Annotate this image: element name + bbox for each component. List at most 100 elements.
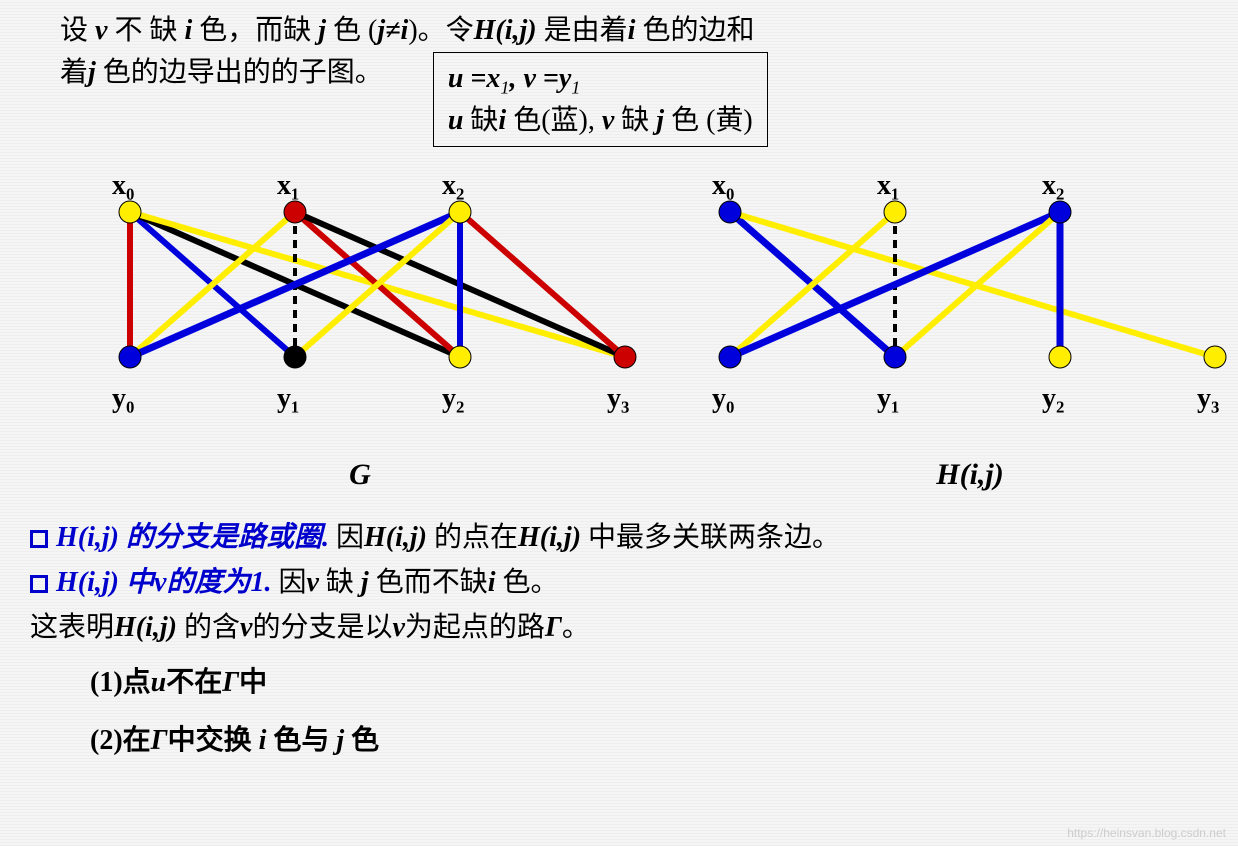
node-label: y₃ xyxy=(607,383,629,414)
v: v xyxy=(392,612,404,643)
jnei: j≠i xyxy=(377,15,408,46)
node-label: y₁ xyxy=(877,383,899,414)
i: i xyxy=(488,567,496,598)
node-label: x₀ xyxy=(112,170,134,201)
node xyxy=(449,346,471,368)
x: x xyxy=(486,63,500,94)
txt: 色 xyxy=(344,725,379,756)
txt: 。 xyxy=(562,612,590,643)
v: v xyxy=(240,612,252,643)
node-label: x₁ xyxy=(277,170,299,201)
bullet1-blue: H(i,j) 的分支是路或圈. xyxy=(56,522,329,553)
node-label: x₀ xyxy=(712,170,734,201)
node-label: y₂ xyxy=(1042,383,1064,414)
u: u xyxy=(448,105,464,136)
txt: 色而不缺 xyxy=(369,567,488,598)
txt: )。令 xyxy=(408,15,473,46)
edge xyxy=(730,212,1215,357)
txt: 因 xyxy=(271,567,306,598)
graph-h-svg: x₀ x₁ x₂ y₀ y₁ y₂ y₃ xyxy=(690,167,1238,447)
Hij: H(i,j) xyxy=(114,612,177,643)
node xyxy=(284,201,306,223)
node-label: x₂ xyxy=(1042,170,1064,201)
graph-g: x₀ x₁ x₂ y₀ y₁ y₂ y₃ G xyxy=(70,167,650,492)
txt: 是由着 xyxy=(537,15,628,46)
node-label: y₀ xyxy=(112,383,134,414)
Hij: H(i,j) xyxy=(364,522,427,553)
node-label: x₂ xyxy=(442,170,464,201)
edge xyxy=(895,212,1060,357)
node xyxy=(884,201,906,223)
j: j xyxy=(656,105,664,136)
y: y xyxy=(559,63,571,94)
sub: 1 xyxy=(571,78,580,98)
txt: 设 xyxy=(60,15,95,46)
var-j: j xyxy=(318,15,326,46)
eq: = xyxy=(463,63,486,94)
txt: 色与 xyxy=(266,725,336,756)
graph-g-svg: x₀ x₁ x₂ y₀ y₁ y₂ y₃ xyxy=(70,167,650,447)
node-label: x₁ xyxy=(877,170,899,201)
comma: , xyxy=(509,63,523,94)
watermark: https://heinsvan.blog.csdn.net xyxy=(1067,826,1226,840)
item2: (2)在 xyxy=(90,725,151,756)
node xyxy=(719,346,741,368)
v: v xyxy=(602,105,614,136)
txt: 不 缺 xyxy=(107,15,184,46)
txt: 中 xyxy=(239,667,267,698)
txt: 中交换 xyxy=(168,725,259,756)
txt: 着 xyxy=(60,57,88,88)
node-label: y₁ xyxy=(277,383,299,414)
bullet-icon xyxy=(30,575,48,593)
txt: 缺 xyxy=(319,567,361,598)
item1: (1)点 xyxy=(90,667,151,698)
node xyxy=(449,201,471,223)
node xyxy=(719,201,741,223)
txt: 色。 xyxy=(496,567,559,598)
node xyxy=(1049,201,1071,223)
node xyxy=(1049,346,1071,368)
txt: 因 xyxy=(329,522,364,553)
header-text: 设 v 不 缺 i 色，而缺 j 色 (j≠i)。令H(i,j) 是由着i 色的… xyxy=(20,10,1200,147)
j: j xyxy=(336,725,344,756)
gamma: Γ xyxy=(222,667,239,698)
txt: 色的边导出的的子图。 xyxy=(96,57,383,88)
j: j xyxy=(361,567,369,598)
node-label: y₃ xyxy=(1197,383,1219,414)
info-box: u =x1, v =y1 u 缺i 色(蓝), v 缺 j 色 (黄) xyxy=(433,52,768,147)
Hij: H(i,j) xyxy=(518,522,581,553)
graph-h-title: H(i,j) xyxy=(690,458,1238,492)
bullet-icon xyxy=(30,530,48,548)
v: v xyxy=(306,567,318,598)
bottom-section: H(i,j) 的分支是路或圈. 因H(i,j) 的点在H(i,j) 中最多关联两… xyxy=(20,516,1218,764)
txt: 不在 xyxy=(166,667,222,698)
node-label: y₀ xyxy=(712,383,734,414)
node xyxy=(884,346,906,368)
graph-h: x₀ x₁ x₂ y₀ y₁ y₂ y₃ H(i,j) xyxy=(690,167,1238,492)
Hij: H(i,j) xyxy=(474,15,537,46)
node-label: y₂ xyxy=(442,383,464,414)
v: v xyxy=(523,63,535,94)
txt: 的含 xyxy=(177,612,240,643)
bullet2-blue: H(i,j) 中v的度为1. xyxy=(56,567,271,598)
txt: 的分支是以 xyxy=(252,612,392,643)
txt: 为起点的路 xyxy=(405,612,545,643)
u: u xyxy=(448,63,464,94)
graph-g-title: G xyxy=(70,458,650,492)
node xyxy=(119,346,141,368)
var-v: v xyxy=(95,15,107,46)
txt: 缺 xyxy=(463,105,498,136)
txt: 色，而缺 xyxy=(192,15,318,46)
txt: 这表明 xyxy=(30,612,114,643)
gamma: Γ xyxy=(545,612,562,643)
txt: 中最多关联两条边。 xyxy=(581,522,840,553)
txt: 的点在 xyxy=(427,522,518,553)
eq: = xyxy=(536,63,559,94)
graphs-row: x₀x₁x₂y₀y₁y₂y₃ G x₀x₁x₂y₀y₁y₂y₃ H(i,j) xyxy=(20,167,1218,492)
node xyxy=(284,346,306,368)
txt: 缺 xyxy=(614,105,656,136)
node xyxy=(119,201,141,223)
node xyxy=(1204,346,1226,368)
var-j: j xyxy=(88,57,96,88)
txt: 色 ( xyxy=(326,15,377,46)
